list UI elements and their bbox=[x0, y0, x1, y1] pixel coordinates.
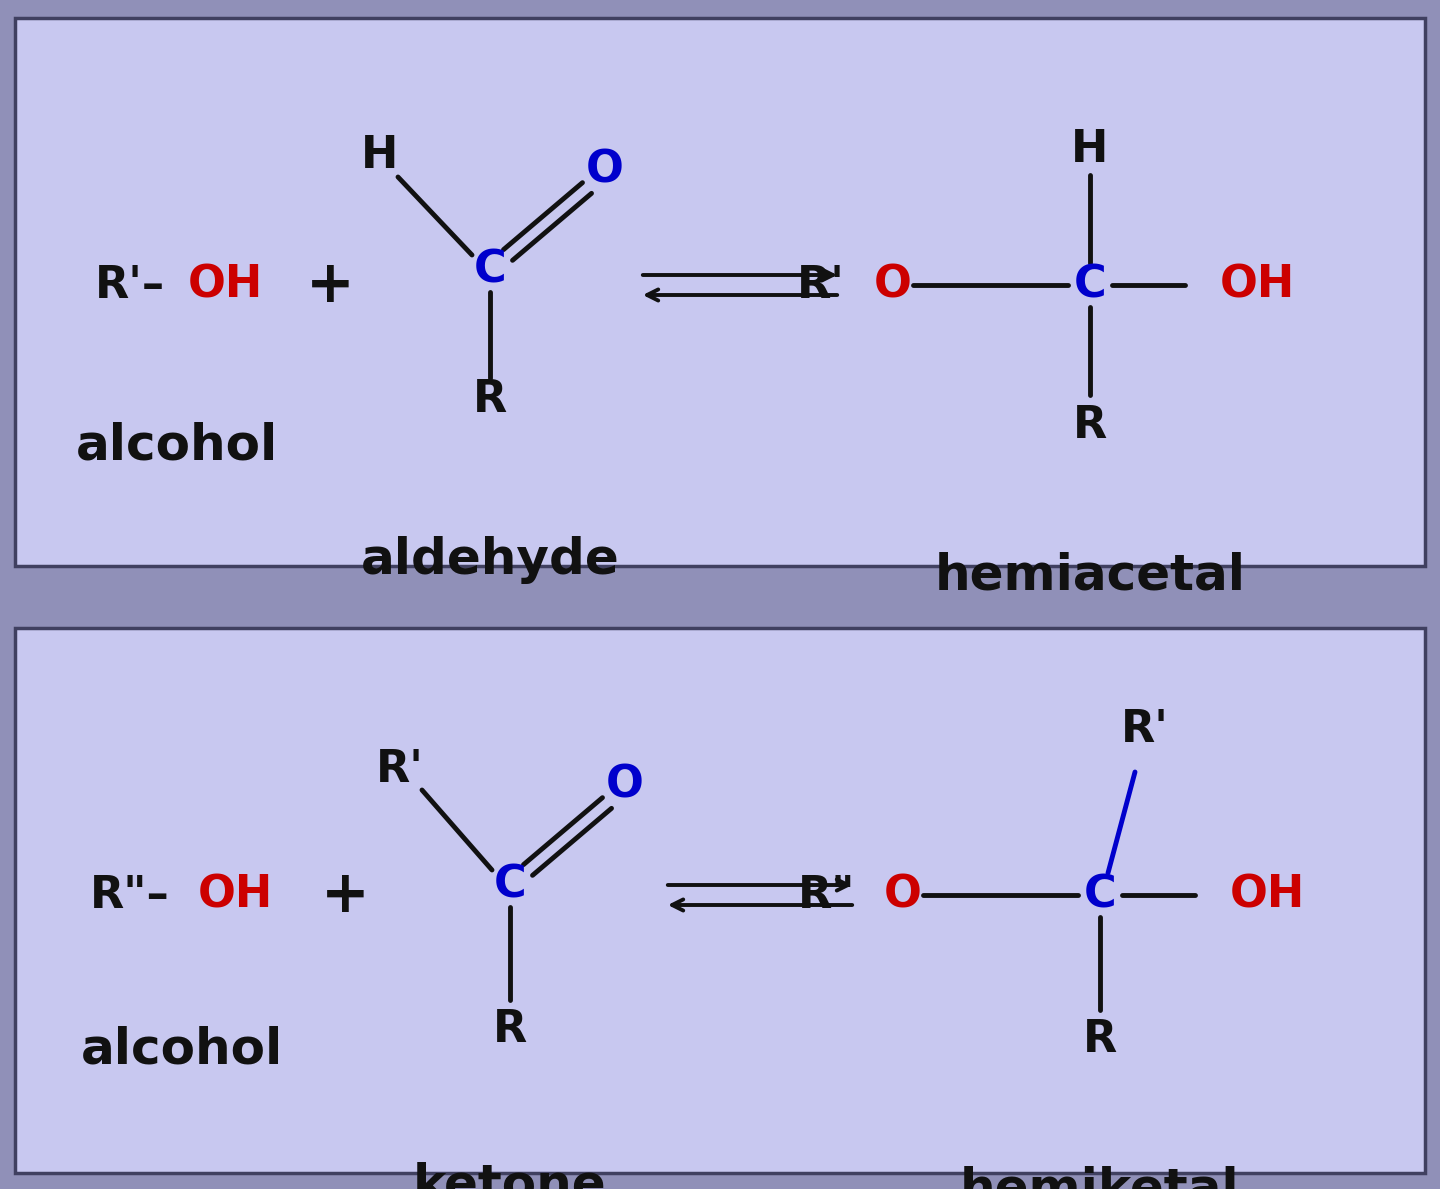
Text: OH: OH bbox=[187, 264, 262, 307]
Text: C: C bbox=[1074, 264, 1106, 307]
Text: ketone: ketone bbox=[413, 1160, 606, 1189]
Text: R: R bbox=[1073, 403, 1107, 447]
Text: R': R' bbox=[1122, 709, 1169, 751]
Text: O: O bbox=[606, 763, 644, 806]
Text: alcohol: alcohol bbox=[81, 1026, 284, 1074]
Text: O: O bbox=[884, 874, 922, 917]
Text: R": R" bbox=[798, 874, 855, 917]
Text: +: + bbox=[305, 257, 354, 314]
Text: H: H bbox=[361, 133, 399, 176]
FancyBboxPatch shape bbox=[14, 18, 1426, 566]
Text: aldehyde: aldehyde bbox=[360, 536, 619, 584]
Text: OH: OH bbox=[1220, 264, 1295, 307]
Text: C: C bbox=[1084, 874, 1116, 917]
Text: R': R' bbox=[376, 749, 423, 792]
Text: O: O bbox=[874, 264, 912, 307]
Text: R'–: R'– bbox=[95, 264, 166, 307]
Text: C: C bbox=[474, 249, 507, 291]
Text: hemiketal: hemiketal bbox=[960, 1166, 1240, 1189]
FancyBboxPatch shape bbox=[14, 628, 1426, 1174]
Text: OH: OH bbox=[197, 874, 272, 917]
Text: +: + bbox=[321, 867, 370, 924]
Text: OH: OH bbox=[1230, 874, 1305, 917]
Text: R: R bbox=[1083, 1019, 1117, 1062]
Text: O: O bbox=[586, 149, 624, 191]
Text: alcohol: alcohol bbox=[76, 421, 278, 468]
Text: R: R bbox=[472, 378, 507, 421]
Text: R': R' bbox=[798, 264, 845, 307]
Text: hemiacetal: hemiacetal bbox=[935, 551, 1246, 599]
Text: R"–: R"– bbox=[91, 874, 170, 917]
Text: R: R bbox=[492, 1008, 527, 1051]
Text: C: C bbox=[494, 863, 527, 906]
Text: H: H bbox=[1071, 128, 1109, 171]
